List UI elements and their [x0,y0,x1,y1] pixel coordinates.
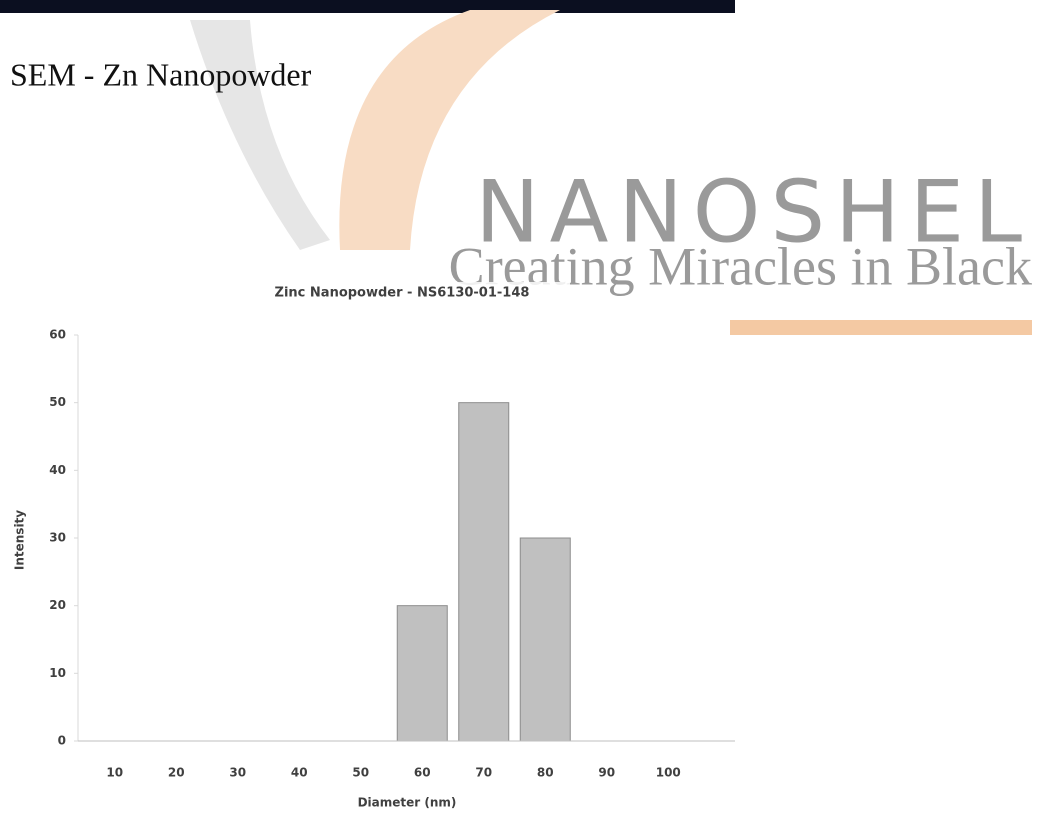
logo-arc-gray [190,20,330,250]
image-strip [0,0,735,13]
bar [520,538,570,741]
y-tick-label: 20 [49,598,66,612]
logo-bar [730,320,1032,335]
y-tick-label: 10 [49,666,66,680]
bar [459,403,509,741]
x-tick-label: 40 [291,766,308,780]
x-tick-label: 90 [598,766,615,780]
x-tick-label: 100 [656,766,681,780]
x-tick-label: 20 [168,766,185,780]
x-tick-label: 80 [537,766,554,780]
y-tick-label: 30 [49,531,66,545]
y-tick-label: 40 [49,463,66,477]
y-tick-label: 50 [49,395,66,409]
page: SEM - Zn Nanopowder NANOSHEL Creating Mi… [0,0,1037,814]
bar [397,606,447,741]
y-tick-label: 60 [49,328,66,342]
page-heading: SEM - Zn Nanopowder [10,56,312,92]
x-tick-label: 70 [475,766,492,780]
y-axis-label: Intensity [13,510,27,570]
y-tick-label: 0 [58,734,66,748]
chart-title: Zinc Nanopowder - NS6130-01-148 [275,286,530,301]
x-tick-label: 50 [352,766,369,780]
x-axis-label: Diameter (nm) [358,796,457,810]
x-tick-label: 60 [414,766,431,780]
page-canvas: SEM - Zn Nanopowder NANOSHEL Creating Mi… [0,0,1037,814]
x-tick-label: 30 [229,766,246,780]
x-tick-label: 10 [106,766,123,780]
